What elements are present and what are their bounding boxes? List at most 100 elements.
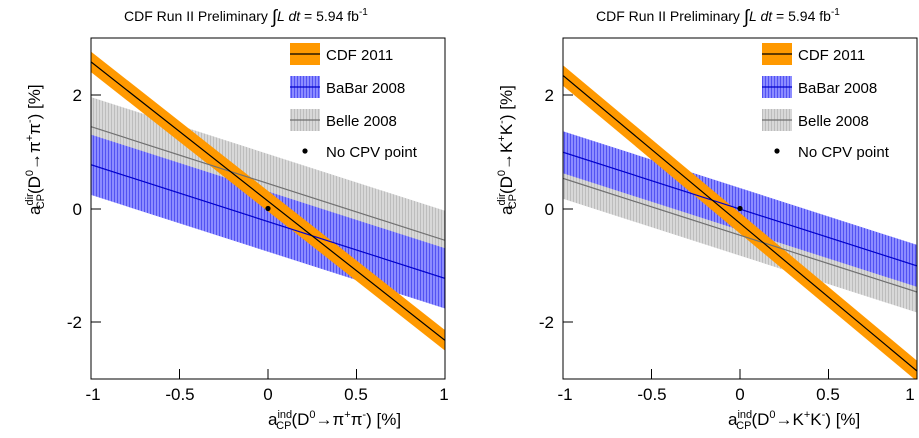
y-axis-label-kk: adirCP(D0→K+K-) [%] <box>496 85 519 215</box>
x-tick-label: -1 <box>557 385 572 404</box>
legend-item-cdf-2011: CDF 2011 <box>762 43 865 65</box>
x-tick-label: -1 <box>85 385 100 404</box>
ylabel-sup: dir <box>24 193 36 206</box>
xlabel-sup: ind <box>277 409 292 421</box>
legend-item-babar-2008: BaBar 2008 <box>290 76 405 98</box>
title-lumi: = 5.94 fb <box>300 8 359 24</box>
central-line-belle-2008-kk <box>563 177 917 293</box>
legend-label-babar-2008: BaBar 2008 <box>326 80 405 97</box>
xlabel-open: (D <box>751 410 769 429</box>
y-axis-label-pipi: adirCP(D0→π+π-) [%] <box>24 84 47 215</box>
legend-marker-no-cpv <box>302 148 308 154</box>
ylabel-plus: + <box>24 135 36 141</box>
x-tick-label: -0.5 <box>637 385 666 404</box>
ylabel-d0: 0 <box>24 170 36 176</box>
xlabel-p2: π <box>351 410 363 429</box>
legend-pipi: CDF 2011 BaBar 2008 Belle 2008 No CPV po… <box>290 43 418 161</box>
x-tick-labels-pipi: -1 -0.5 0 0.5 1 <box>85 385 448 404</box>
title-l: L <box>749 8 757 24</box>
y-tick-label: 0 <box>545 200 554 219</box>
plot-area-kk <box>563 65 917 379</box>
chart-title-pipi: CDF Run II Preliminary ∫L dt = 5.94 fb-1 <box>124 7 368 28</box>
xlabel-close: ) [%] <box>366 410 401 429</box>
ylabel-open: (D <box>25 176 44 194</box>
x-ticks-pipi <box>90 369 446 379</box>
legend-item-no-cpv: No CPV point <box>774 144 890 161</box>
title-lumi: = 5.94 fb <box>772 8 831 24</box>
ylabel-p1: K <box>497 141 516 153</box>
ylabel-minus: - <box>496 120 508 124</box>
xlabel-open: (D <box>291 410 309 429</box>
xlabel-a: a <box>728 410 738 429</box>
integral-sign: ∫ <box>743 7 751 28</box>
band-cdf-2011-kk <box>563 65 917 379</box>
x-tick-label: -0.5 <box>165 385 194 404</box>
y-tick-label: 2 <box>73 86 82 105</box>
ylabel-sup: dir <box>496 193 508 206</box>
xlabel-plus: + <box>344 409 350 421</box>
chart-title-kk: CDF Run II Preliminary ∫L dt = 5.94 fb-1 <box>596 7 840 28</box>
legend-label-no-cpv: No CPV point <box>798 144 890 161</box>
ylabel-p2: π <box>25 123 44 135</box>
xlabel-minus: - <box>362 409 366 421</box>
y-ticks-kk <box>563 94 573 323</box>
legend-item-cdf-2011: CDF 2011 <box>290 43 393 65</box>
ylabel-d0: 0 <box>496 170 508 176</box>
title-dt: dt <box>757 8 774 24</box>
legend-item-belle-2008: Belle 2008 <box>290 109 397 131</box>
title-dt: dt <box>285 8 302 24</box>
x-axis-label-pipi: aind CP(D0→π+π-) [%] <box>268 409 401 432</box>
title-exponent: -1 <box>831 7 840 18</box>
x-tick-label: 1 <box>905 385 914 404</box>
legend-marker-no-cpv <box>774 148 780 154</box>
ylabel-close: ) [%] <box>25 84 44 119</box>
integral-sign: ∫ <box>271 7 279 28</box>
y-ticks-pipi <box>91 94 101 323</box>
ylabel-arrow: → <box>25 153 44 170</box>
y-tick-label: -2 <box>67 313 82 332</box>
ylabel-p2: K <box>497 123 516 135</box>
xlabel-minus: - <box>822 409 826 421</box>
x-tick-label: 0.5 <box>344 385 368 404</box>
title-exponent: -1 <box>359 7 368 18</box>
ylabel-arrow: → <box>497 153 516 170</box>
xlabel-arrow: → <box>776 410 793 429</box>
xlabel-p2: K <box>810 410 822 429</box>
xlabel-sup: ind <box>737 409 752 421</box>
legend-label-belle-2008: Belle 2008 <box>798 113 869 130</box>
legend-item-belle-2008: Belle 2008 <box>762 109 869 131</box>
x-axis-label-kk: aind CP(D0→K+K-) [%] <box>728 409 860 432</box>
title-text: CDF Run II Preliminary <box>124 8 272 24</box>
x-tick-label: 0.5 <box>816 385 840 404</box>
no-cpv-point-pipi <box>265 205 271 212</box>
ylabel-plus: + <box>496 135 508 141</box>
ylabel-sub: CP <box>507 194 519 209</box>
ylabel-close: ) [%] <box>497 85 516 120</box>
xlabel-a: a <box>268 410 278 429</box>
xlabel-close: ) [%] <box>825 410 860 429</box>
x-tick-label: 1 <box>439 385 448 404</box>
legend-label-cdf-2011: CDF 2011 <box>798 47 865 64</box>
y-tick-labels-pipi: 2 0 -2 <box>67 86 82 332</box>
xlabel-p1: K <box>793 410 805 429</box>
legend-item-babar-2008: BaBar 2008 <box>762 76 877 98</box>
ylabel-minus: - <box>24 119 36 123</box>
central-line-cdf-2011-kk <box>563 75 917 372</box>
central-line-babar-2008-pipi <box>91 164 445 279</box>
no-cpv-point-kk <box>737 205 743 212</box>
x-tick-labels-kk: -1 -0.5 0 0.5 1 <box>557 385 914 404</box>
y-tick-label: 2 <box>545 86 554 105</box>
ylabel-a: a <box>25 205 44 215</box>
x-tick-label: 0 <box>263 385 272 404</box>
central-line-cdf-2011-pipi <box>91 61 445 341</box>
ylabel-open: (D <box>497 176 516 194</box>
xlabel-p1: π <box>333 410 345 429</box>
title-l: L <box>277 8 285 24</box>
ylabel-p1: π <box>25 141 44 153</box>
title-text: CDF Run II Preliminary <box>596 8 744 24</box>
y-tick-label: -2 <box>539 313 554 332</box>
legend-label-no-cpv: No CPV point <box>326 144 418 161</box>
legend-item-no-cpv: No CPV point <box>302 144 418 161</box>
xlabel-sub: CP <box>276 420 291 432</box>
